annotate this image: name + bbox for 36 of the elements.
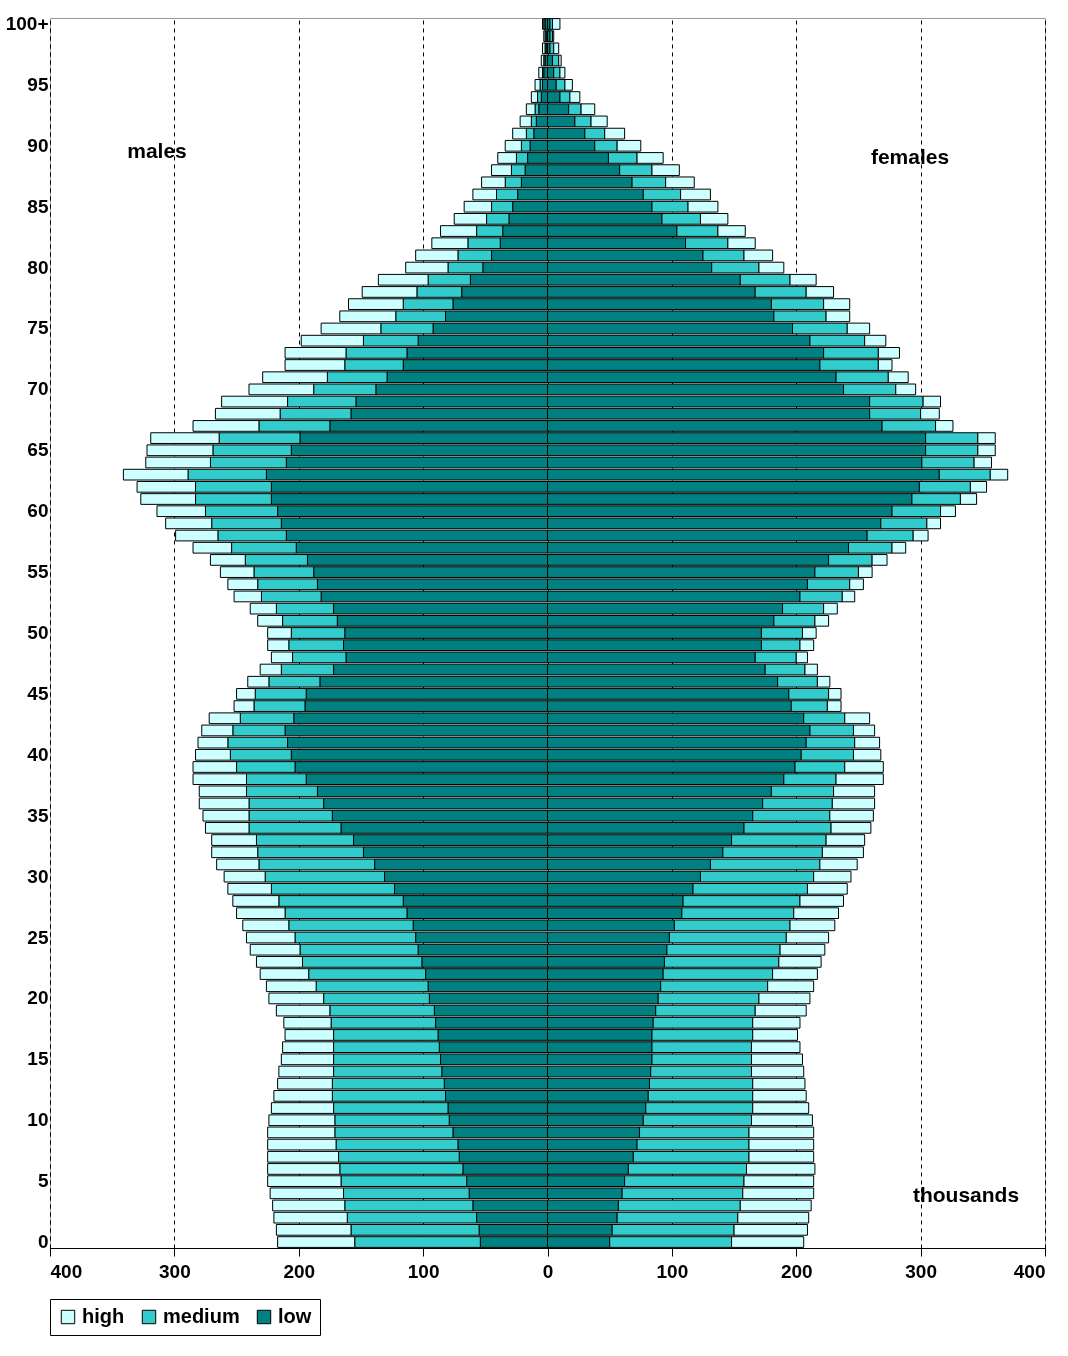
y-tick-label: 20	[27, 987, 49, 1009]
y-tick-label: 35	[27, 804, 49, 826]
y-tick-label: 85	[27, 195, 49, 217]
y-tick-label: 5	[37, 1170, 49, 1192]
legend-label: low	[278, 1305, 312, 1327]
y-tick-label: 80	[27, 256, 49, 278]
annotation: thousands	[912, 1183, 1020, 1206]
legend-label: high	[82, 1305, 125, 1327]
y-tick-label: 25	[27, 926, 49, 948]
x-tick-label: 200	[780, 1260, 813, 1282]
x-tick-label: 400	[50, 1260, 83, 1282]
y-tick-label: 100+	[5, 12, 49, 34]
y-tick-label: 75	[27, 317, 49, 339]
y-tick-label: 70	[27, 378, 49, 400]
y-tick-label: 30	[27, 865, 49, 887]
y-tick-label: 10	[27, 1109, 49, 1131]
x-tick-label: 100	[656, 1260, 689, 1282]
x-tick-label: 300	[905, 1260, 937, 1282]
annotation: males	[127, 139, 187, 162]
y-tick-label: 0	[37, 1231, 49, 1253]
legend-label: medium	[163, 1305, 240, 1327]
annotation: females	[870, 145, 950, 168]
x-tick-label: 300	[159, 1260, 191, 1282]
x-tick-label: 200	[283, 1260, 316, 1282]
y-tick-label: 60	[27, 500, 49, 522]
x-tick-label: 100	[407, 1260, 440, 1282]
y-tick-label: 45	[27, 682, 49, 704]
x-tick-label: 0	[542, 1260, 554, 1282]
y-tick-label: 40	[27, 743, 49, 765]
y-tick-label: 55	[27, 561, 49, 583]
y-tick-label: 95	[27, 73, 49, 95]
x-tick-label: 400	[1013, 1260, 1046, 1282]
y-tick-label: 65	[27, 439, 49, 461]
y-tick-label: 50	[27, 622, 49, 643]
y-tick-label: 15	[27, 1048, 49, 1070]
y-tick-label: 90	[27, 134, 49, 156]
